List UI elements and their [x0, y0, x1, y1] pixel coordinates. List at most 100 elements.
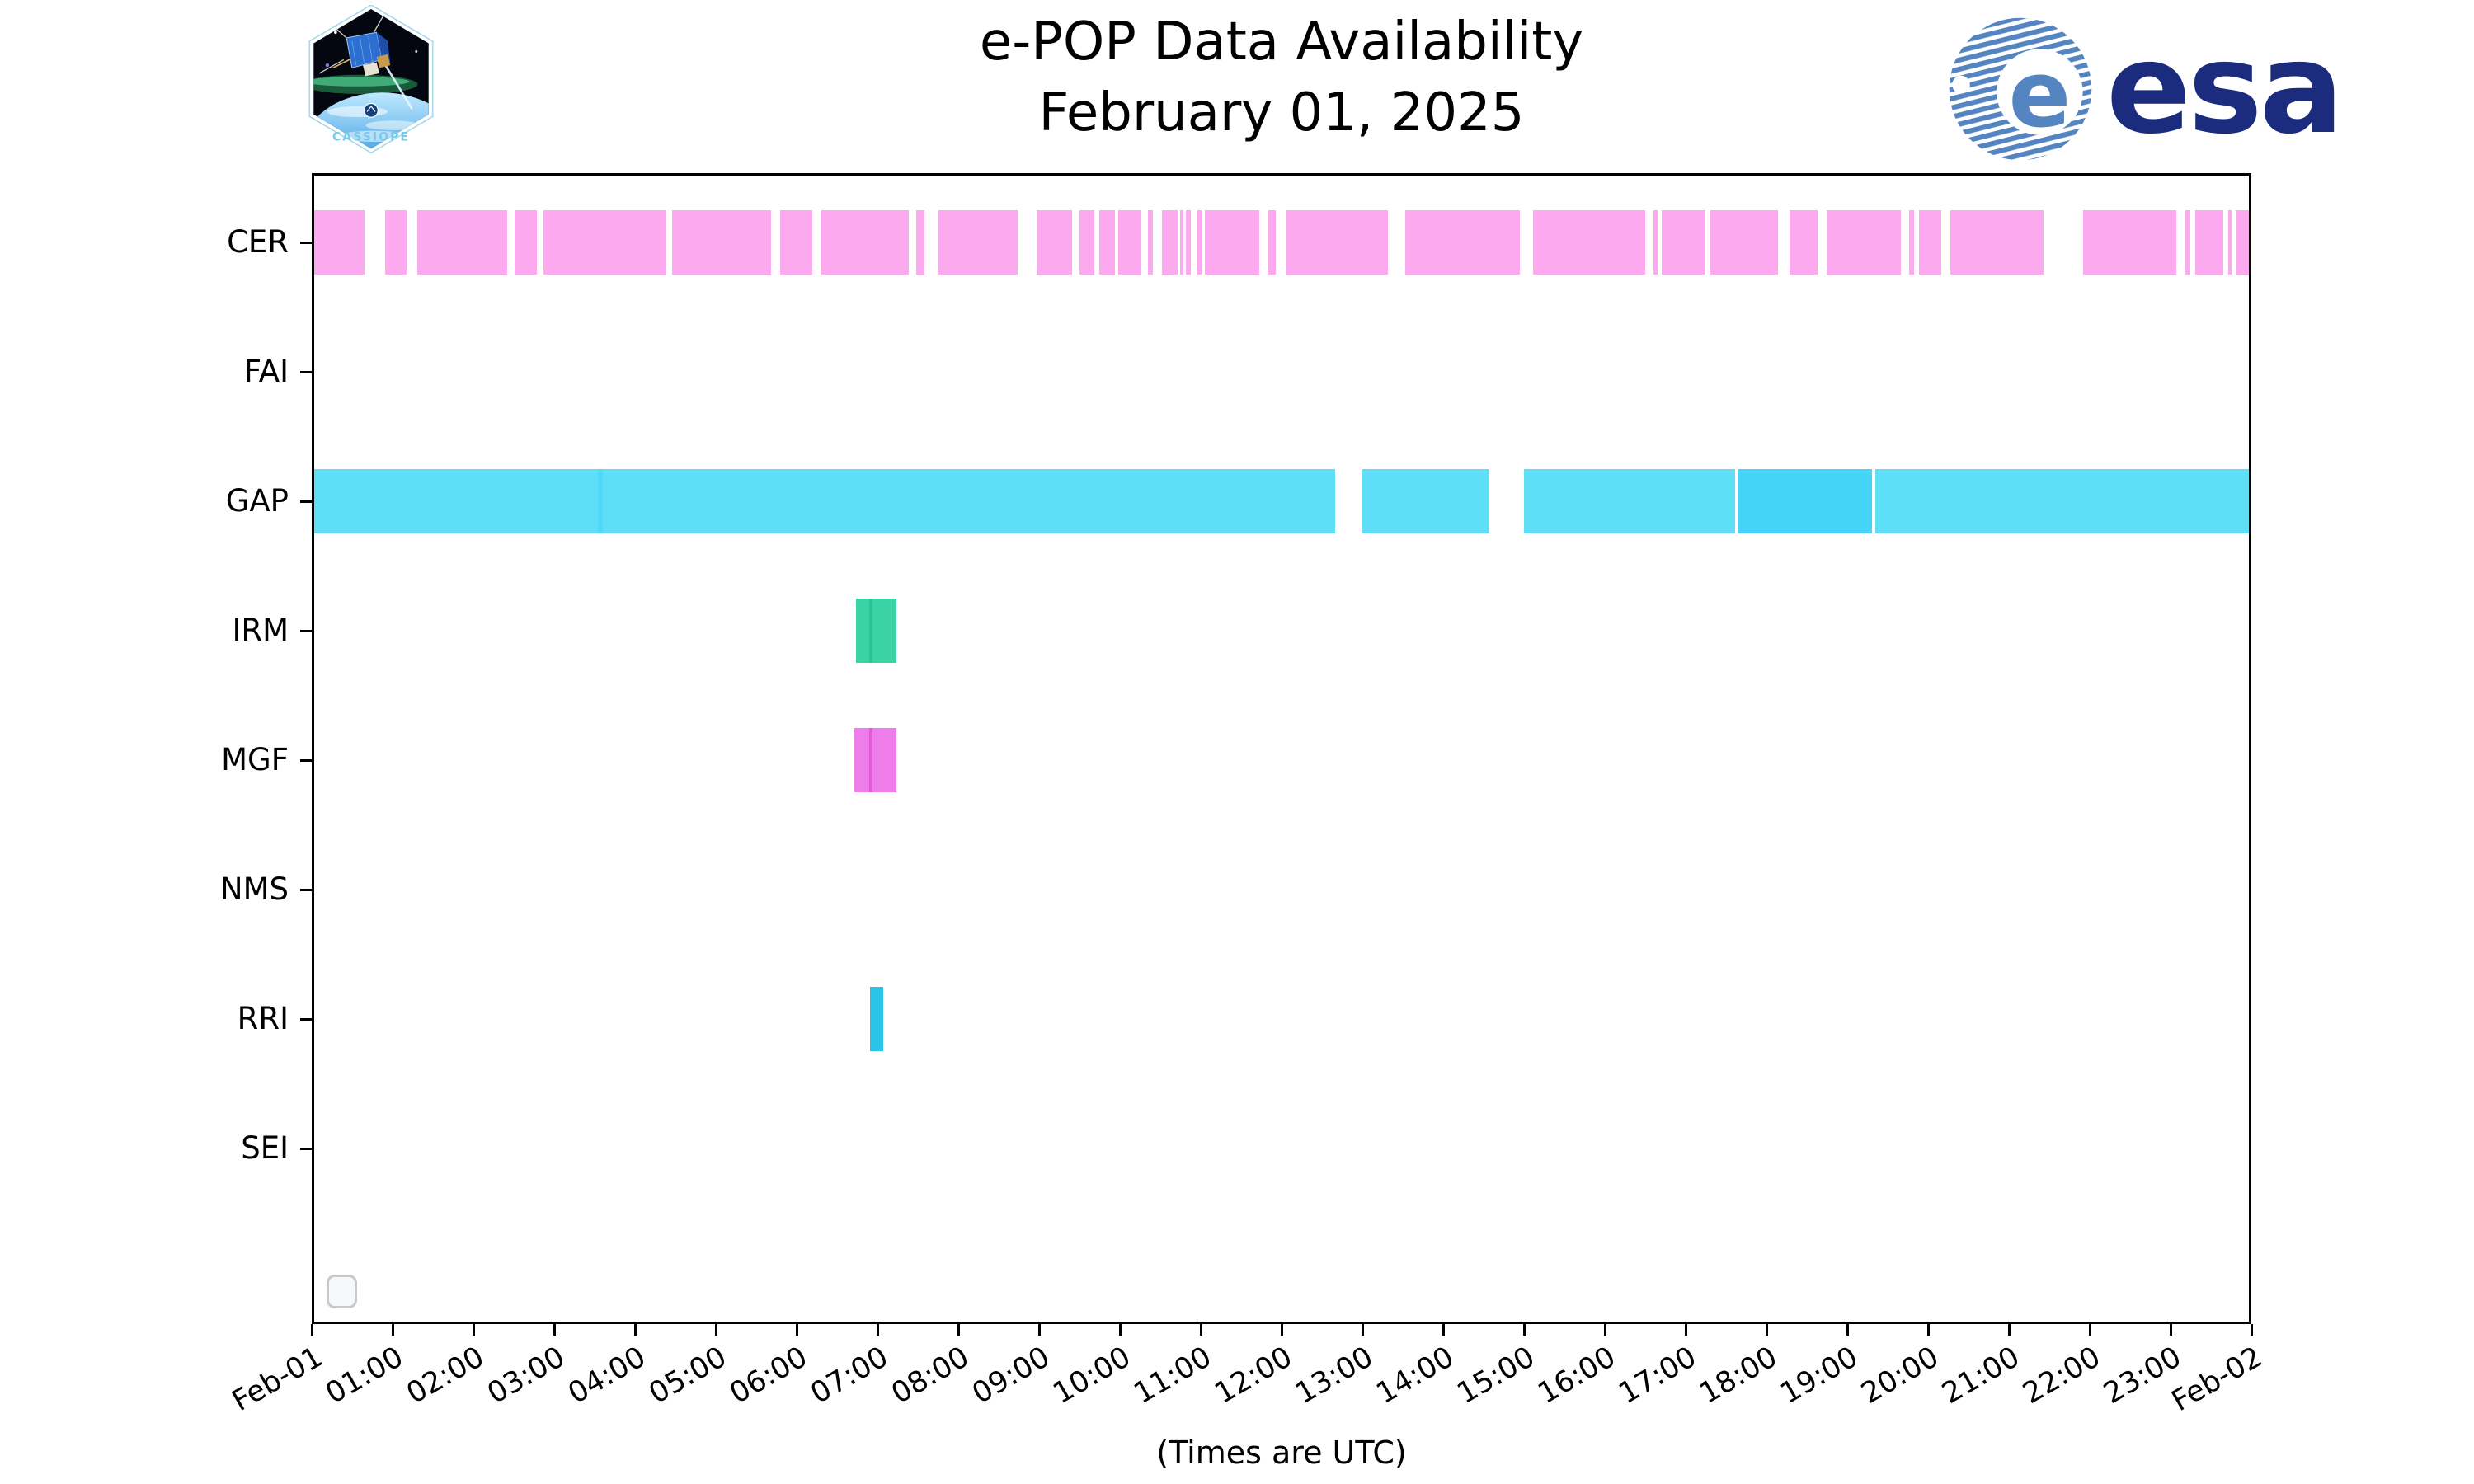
svg-text:e: e	[2009, 41, 2072, 148]
cassiope-patch-icon: CASSIOPE	[308, 4, 434, 154]
x-tick	[1684, 1324, 1687, 1336]
x-tick	[633, 1324, 637, 1336]
availability-bar-cer	[314, 210, 365, 275]
availability-bar-cer	[2185, 210, 2190, 275]
availability-bar-cer	[1653, 210, 1658, 275]
x-tick	[2007, 1324, 2011, 1336]
y-tick-label-nms: NMS	[219, 871, 289, 907]
availability-bar-cer	[1147, 210, 1153, 275]
x-tick-label: 14:00	[1371, 1341, 1460, 1411]
x-tick	[310, 1324, 313, 1336]
esa-globe-icon: e	[1949, 17, 2092, 161]
availability-bar-cer	[672, 210, 772, 275]
availability-bar-rri	[870, 987, 884, 1051]
availability-bar-gap	[1738, 469, 1873, 533]
availability-bar-cer	[779, 210, 813, 275]
x-tick-label: 08:00	[886, 1341, 975, 1411]
chart-title-block: e-POP Data Availability February 01, 202…	[312, 7, 2251, 148]
x-tick-label: 07:00	[805, 1341, 894, 1411]
x-tick-label: 12:00	[1209, 1341, 1298, 1411]
availability-bar-cer	[1185, 210, 1191, 275]
chart-subtitle-date: February 01, 2025	[1038, 82, 1525, 143]
availability-bar-cer	[1099, 210, 1115, 275]
availability-bar-cer	[1710, 210, 1779, 275]
y-tick-label-gap: GAP	[225, 483, 289, 519]
y-tick-mgf	[300, 759, 312, 762]
availability-bar-cer	[821, 210, 910, 275]
availability-bar-cer	[1950, 210, 2044, 275]
availability-bar-cer	[1919, 210, 1941, 275]
y-tick-gap	[300, 500, 312, 503]
x-tick	[391, 1324, 394, 1336]
y-tick-label-fai: FAI	[243, 354, 289, 389]
availability-bar-cer	[515, 210, 537, 275]
x-tick	[2250, 1324, 2253, 1336]
x-tick-label: 01:00	[320, 1341, 409, 1411]
y-tick-cer	[300, 242, 312, 244]
availability-bar-cer	[1909, 210, 1915, 275]
availability-bar-cer	[417, 210, 507, 275]
x-tick-label: 13:00	[1290, 1341, 1379, 1411]
availability-bar-cer	[1205, 210, 1259, 275]
x-tick-label: 16:00	[1532, 1341, 1621, 1411]
plot-area	[312, 173, 2251, 1324]
chart-title: e-POP Data Availability	[979, 12, 1584, 73]
x-tick	[553, 1324, 556, 1336]
availability-bar-gap	[1875, 469, 2249, 533]
availability-bar-cer	[1079, 210, 1095, 275]
x-tick-label: 05:00	[643, 1341, 732, 1411]
x-tick-label: Feb-01	[226, 1341, 328, 1419]
availability-bar-overlay-irm	[869, 599, 873, 663]
availability-bar-gap	[1524, 469, 1736, 533]
x-tick	[472, 1324, 475, 1336]
y-tick-nms	[300, 889, 312, 891]
y-tick-label-irm: IRM	[232, 613, 289, 648]
x-tick-label: 04:00	[562, 1341, 651, 1411]
x-tick-label: 21:00	[1936, 1341, 2025, 1411]
availability-bar-cer	[2227, 210, 2232, 275]
y-tick-fai	[300, 371, 312, 373]
availability-bar-cer	[1117, 210, 1141, 275]
x-tick-label: 18:00	[1694, 1341, 1783, 1411]
x-tick-label: 17:00	[1613, 1341, 1702, 1411]
y-tick-rri	[300, 1018, 312, 1021]
x-tick-label: 09:00	[967, 1341, 1056, 1411]
x-tick	[1037, 1324, 1041, 1336]
availability-bar-gap	[314, 469, 1336, 533]
x-tick	[1280, 1324, 1283, 1336]
x-tick	[1926, 1324, 1930, 1336]
x-tick	[876, 1324, 879, 1336]
availability-bar-cer	[1162, 210, 1178, 275]
esa-logo: e esa	[1946, 15, 2344, 163]
x-tick-label: 02:00	[401, 1341, 490, 1411]
availability-bar-cer	[543, 210, 667, 275]
y-tick-label-sei: SEI	[241, 1130, 289, 1166]
legend-box	[327, 1275, 357, 1308]
availability-bar-cer	[1404, 210, 1521, 275]
x-tick	[2088, 1324, 2091, 1336]
y-tick-sei	[300, 1148, 312, 1150]
y-tick-label-cer: CER	[227, 224, 289, 260]
x-tick	[1846, 1324, 1849, 1336]
x-tick-label: 20:00	[1856, 1341, 1945, 1411]
x-tick-label: 11:00	[1128, 1341, 1217, 1411]
availability-bar-cer	[938, 210, 1018, 275]
availability-bar-cer	[1268, 210, 1277, 275]
x-tick-label: Feb-02	[2166, 1341, 2268, 1419]
availability-bar-cer	[1179, 210, 1183, 275]
availability-bar-cer	[1036, 210, 1072, 275]
x-tick	[1118, 1324, 1122, 1336]
availability-bar-cer	[916, 210, 924, 275]
x-tick-label: 06:00	[724, 1341, 813, 1411]
cassiope-mission-patch: CASSIOPE	[303, 4, 440, 158]
availability-bar-cer	[2236, 210, 2249, 275]
x-tick	[1199, 1324, 1202, 1336]
availability-bar-cer	[1662, 210, 1706, 275]
x-tick-label: 03:00	[482, 1341, 571, 1411]
x-tick-label: 19:00	[1775, 1341, 1864, 1411]
availability-bar-cer	[1197, 210, 1202, 275]
x-tick	[1603, 1324, 1606, 1336]
availability-bar-cer	[1532, 210, 1645, 275]
y-tick-irm	[300, 630, 312, 632]
